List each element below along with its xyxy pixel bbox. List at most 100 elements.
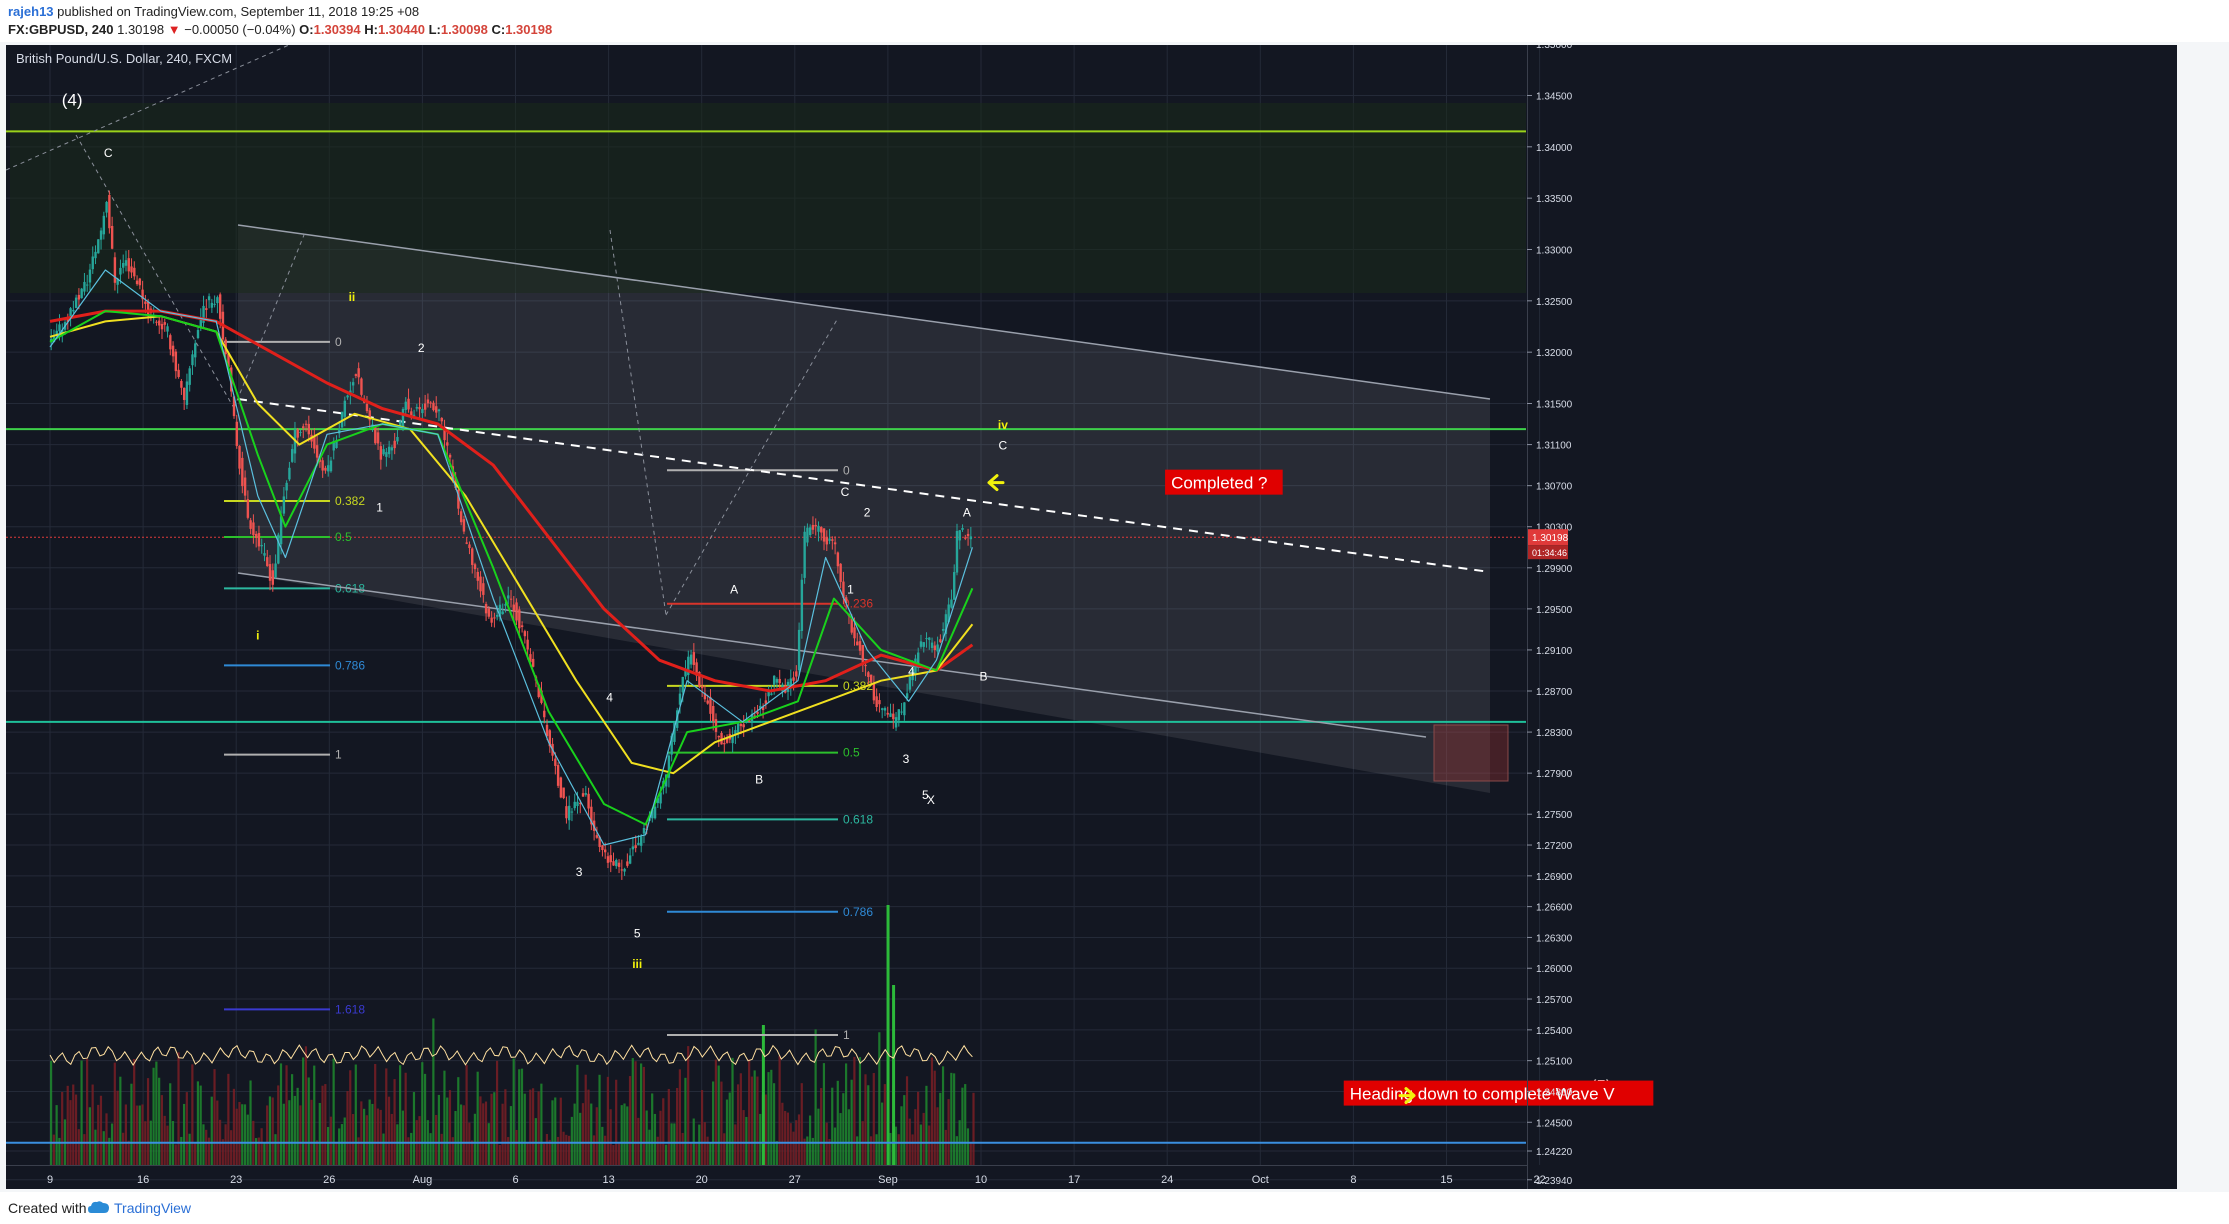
candle-body — [872, 682, 876, 701]
volume-bar — [800, 1083, 803, 1165]
volume-bar — [515, 1129, 518, 1165]
wave-label: B — [755, 772, 763, 786]
volume-bar — [606, 1076, 609, 1165]
candle-body — [199, 317, 202, 328]
candle-body — [604, 849, 607, 853]
volume-bar — [254, 1138, 258, 1165]
candle-body — [86, 284, 89, 286]
candle-body — [606, 856, 610, 863]
volume-bar — [551, 1100, 554, 1165]
volume-bar — [972, 1092, 975, 1165]
price-chart[interactable]: 0 0.382 0.5 0.618 0.786 1 1.618 0 0.236 0.382 0.5 0… — [6, 45, 2177, 1189]
candle-body — [700, 685, 704, 689]
wave-label: ii — [349, 290, 356, 304]
volume-bar — [930, 1057, 934, 1165]
volume-bar — [872, 1073, 875, 1165]
volume-bar — [105, 1113, 108, 1165]
candle-body — [327, 465, 330, 472]
candle-body — [581, 793, 585, 797]
volume-bar — [775, 1141, 778, 1165]
volume-bar — [91, 1084, 94, 1165]
price-tick-label: 1.24800 — [1536, 1087, 1573, 1098]
price-tick-label: 1.29900 — [1536, 564, 1573, 575]
candle-body — [947, 604, 950, 623]
volume-bar — [379, 1109, 382, 1165]
price-tick-label: 1.33500 — [1536, 194, 1573, 205]
last-price: 1.30198 — [117, 22, 165, 37]
volume-bar — [556, 1136, 560, 1165]
candle-body — [241, 457, 244, 487]
volume-bar — [781, 1102, 784, 1165]
volume-bar — [124, 1104, 127, 1165]
candle-body — [936, 644, 939, 652]
volume-bar — [562, 1131, 565, 1165]
volume-bar — [122, 1132, 125, 1165]
time-tick-label: 13 — [602, 1174, 614, 1186]
volume-bar — [343, 1117, 346, 1165]
volume-bar — [767, 1072, 770, 1165]
time-axis[interactable]: 9 16 23 26 Aug 6 13 20 27 Sep 10 17 24 Oct 8 15 22 — [6, 1165, 1546, 1186]
volume-bar — [543, 1143, 546, 1165]
time-tick-label: 22 — [1533, 1174, 1545, 1186]
candle-body — [820, 526, 823, 533]
volume-bar — [302, 1057, 305, 1165]
price-axis[interactable]: 1.35000 1.34500 1.34000 1.33500 1.33000 1.325… — [1527, 45, 1573, 1189]
volume-bar — [570, 1116, 573, 1165]
candle-body — [443, 427, 446, 441]
price-tick-label: 1.34500 — [1536, 91, 1573, 102]
candle-body — [254, 533, 258, 538]
volume-bar — [911, 1134, 914, 1165]
volume-bar — [368, 1099, 371, 1165]
callout-text: Completed ? — [1171, 474, 1267, 493]
candle-body — [158, 320, 161, 326]
candle-body — [964, 537, 967, 539]
time-tick-label: Aug — [413, 1174, 433, 1186]
volume-bar — [141, 1104, 144, 1165]
volume-bar — [288, 1100, 291, 1165]
candle-body — [404, 401, 407, 410]
volume-bar — [260, 1128, 263, 1165]
volume-bar — [174, 1144, 177, 1165]
price-tick-label: 1.28300 — [1536, 728, 1573, 739]
candle-body — [612, 861, 615, 866]
candle-body — [338, 428, 341, 434]
volume-bar — [628, 1076, 632, 1165]
published-text: published on TradingView.com, September … — [57, 4, 420, 19]
volume-bar — [759, 1113, 762, 1165]
candle-body — [426, 399, 430, 404]
volume-bar — [335, 1141, 338, 1165]
candle-body — [471, 548, 474, 565]
price-tick-label: 1.26600 — [1536, 903, 1573, 914]
candle-body — [351, 382, 355, 386]
volume-bar — [232, 1088, 236, 1165]
high-value: 1.30440 — [377, 22, 425, 37]
candle-body — [554, 758, 557, 766]
candle-body — [321, 460, 324, 471]
candle-body — [811, 524, 815, 530]
volume-bar — [418, 1116, 421, 1165]
candle-body — [867, 672, 870, 677]
volume-bar — [653, 1113, 657, 1165]
volume-bar — [789, 1123, 792, 1165]
candle-body — [160, 323, 164, 330]
volume-bar — [723, 1133, 726, 1165]
volume-bar — [803, 1138, 806, 1165]
volume-bar — [451, 1137, 454, 1165]
author-link[interactable]: rajeh13 — [8, 4, 54, 19]
volume-bar — [351, 1114, 355, 1165]
volume-bar — [778, 1055, 781, 1165]
tradingview-link[interactable]: TradingView — [114, 1200, 192, 1216]
candle-body — [889, 713, 892, 717]
volume-bar — [567, 1135, 571, 1165]
price-tick-label: 1.32000 — [1536, 348, 1573, 359]
candle-body — [839, 563, 842, 582]
volume-bar — [340, 1124, 344, 1165]
candle-body — [260, 545, 263, 547]
volume-bar — [146, 1078, 150, 1165]
candle-body — [376, 432, 380, 444]
volume-bar — [540, 1083, 543, 1165]
candle-body — [257, 533, 261, 547]
volume-bar — [839, 1113, 842, 1165]
candle-body — [545, 724, 549, 737]
volume-bar — [662, 1098, 665, 1165]
